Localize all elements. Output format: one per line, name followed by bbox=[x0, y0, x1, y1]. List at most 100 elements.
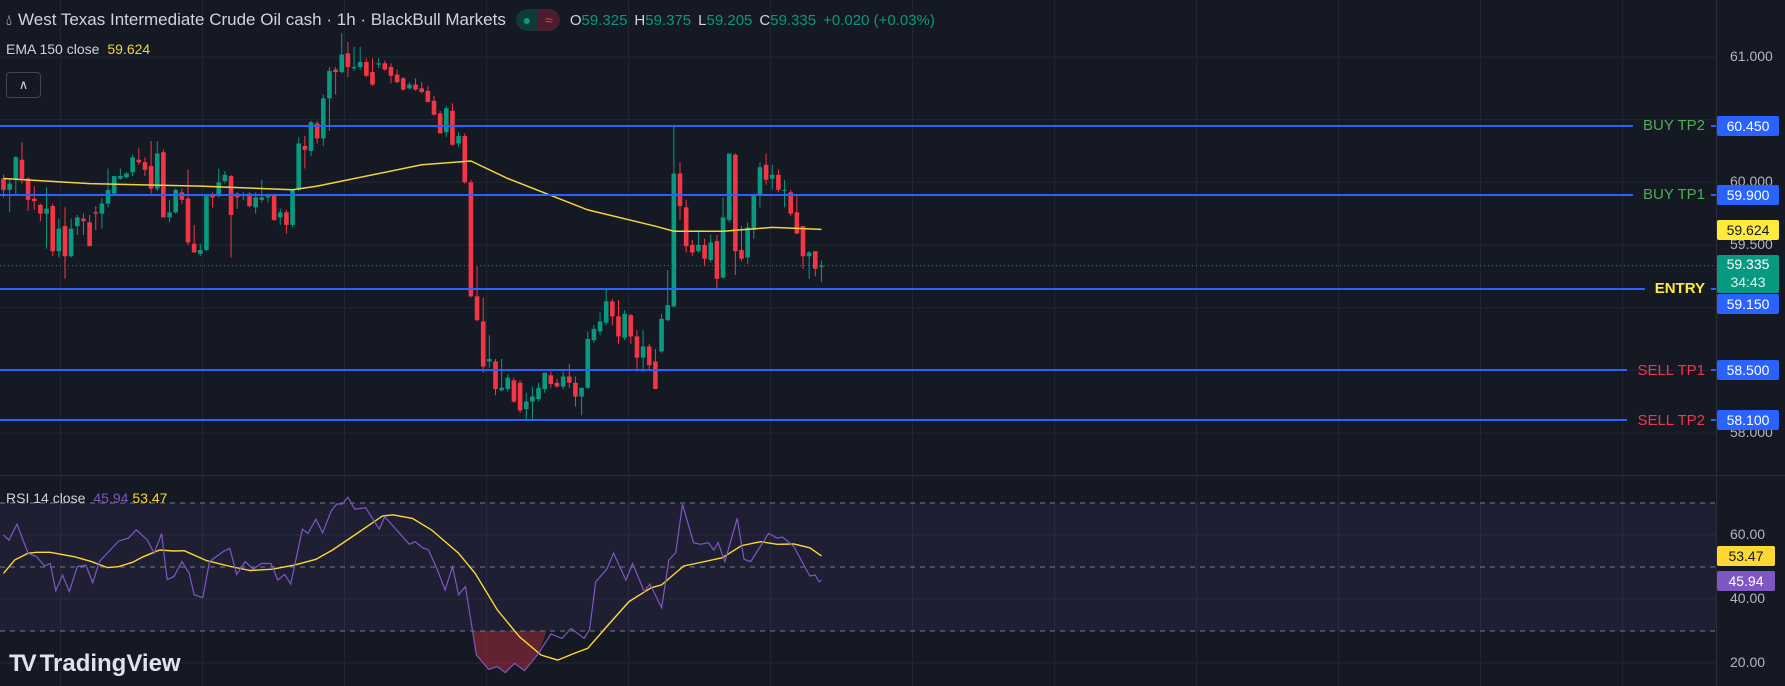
candle bbox=[400, 77, 406, 91]
candle bbox=[720, 197, 726, 279]
chart-header: 💧︎ West Texas Intermediate Crude Oil cas… bbox=[6, 9, 935, 31]
candle-body bbox=[333, 69, 338, 73]
level-line[interactable] bbox=[0, 124, 1634, 127]
candle-body bbox=[191, 243, 197, 253]
candle-body bbox=[308, 122, 314, 151]
tradingview-logo-icon: TV bbox=[9, 650, 37, 677]
candle-body bbox=[167, 212, 172, 218]
candle-body bbox=[640, 346, 646, 358]
candle-body bbox=[665, 305, 670, 321]
candle bbox=[154, 140, 160, 192]
level-buy-tp1[interactable]: BUY TP1 bbox=[0, 185, 1716, 205]
low-label: L bbox=[698, 11, 707, 29]
low-value: 59.205 bbox=[706, 11, 753, 29]
rsi-legend[interactable]: RSI 14 close 45.94 53.47 bbox=[6, 490, 167, 506]
level-line[interactable] bbox=[0, 419, 1628, 422]
candle-body bbox=[284, 212, 289, 225]
candle bbox=[333, 67, 338, 95]
candle bbox=[665, 270, 670, 322]
candle bbox=[56, 218, 62, 258]
level-line[interactable] bbox=[0, 287, 1645, 290]
candle bbox=[277, 208, 283, 225]
candle bbox=[413, 78, 418, 91]
candle bbox=[124, 172, 129, 179]
symbol-title[interactable]: West Texas Intermediate Crude Oil cash ·… bbox=[18, 10, 506, 29]
level-label: SELL TP1 bbox=[1637, 361, 1705, 379]
candle-body bbox=[493, 361, 498, 390]
close-label: C bbox=[759, 11, 771, 29]
ema150-line[interactable] bbox=[3, 160, 822, 232]
candle-body bbox=[216, 182, 222, 197]
candle-body bbox=[505, 377, 511, 390]
candle bbox=[222, 171, 228, 184]
candle-body bbox=[290, 189, 295, 225]
candle bbox=[259, 179, 265, 203]
rsi-ma-line[interactable] bbox=[2, 514, 822, 661]
candle-body bbox=[763, 164, 769, 180]
candle bbox=[640, 330, 646, 372]
candle-body bbox=[118, 176, 123, 179]
candle bbox=[726, 153, 732, 223]
rsi-line[interactable] bbox=[3, 496, 822, 674]
market-open-dot-icon: ● bbox=[515, 9, 538, 31]
candle bbox=[757, 162, 763, 208]
candle bbox=[548, 371, 554, 388]
candle bbox=[493, 358, 498, 396]
candle bbox=[659, 313, 664, 353]
candle-body bbox=[75, 217, 80, 227]
level-entry[interactable]: ENTRY bbox=[0, 279, 1716, 299]
level-buy-tp2[interactable]: BUY TP2 bbox=[0, 116, 1716, 136]
level-price-tag: 59.900 bbox=[1717, 184, 1779, 205]
candle-body bbox=[185, 198, 191, 243]
level-sell-tp1[interactable]: SELL TP1 bbox=[0, 360, 1716, 380]
candle-body bbox=[388, 67, 394, 76]
candle bbox=[634, 330, 640, 372]
candle bbox=[62, 207, 68, 279]
candle-body bbox=[302, 145, 308, 150]
candle-body bbox=[357, 62, 363, 68]
collapse-legend-button[interactable]: ∧ bbox=[6, 72, 41, 98]
candle bbox=[616, 300, 621, 344]
droplet-icon: 💧︎ bbox=[6, 11, 13, 29]
high-label: H bbox=[634, 11, 646, 29]
level-line[interactable] bbox=[0, 369, 1628, 372]
candle-body bbox=[751, 194, 757, 230]
level-line[interactable] bbox=[0, 193, 1634, 196]
candle bbox=[542, 372, 547, 393]
status-badge[interactable]: ● ≈ bbox=[515, 9, 560, 31]
candle-body bbox=[87, 222, 92, 247]
candle bbox=[794, 196, 800, 234]
candle-body bbox=[542, 372, 547, 390]
candle bbox=[819, 260, 824, 282]
candle bbox=[690, 239, 695, 257]
candle-body bbox=[345, 53, 351, 68]
candle-body bbox=[450, 110, 455, 145]
candle bbox=[456, 132, 461, 148]
rsi-axis-label: 40.00 bbox=[1730, 590, 1766, 606]
candle-body bbox=[277, 212, 283, 218]
candle bbox=[407, 82, 412, 90]
candle-body bbox=[720, 217, 726, 278]
candle-body bbox=[19, 159, 25, 179]
candle bbox=[388, 63, 394, 84]
level-connector bbox=[1711, 193, 1716, 196]
candle bbox=[511, 377, 517, 403]
candle bbox=[431, 95, 437, 116]
candle bbox=[419, 82, 424, 94]
candle bbox=[653, 348, 658, 390]
level-sell-tp2[interactable]: SELL TP2 bbox=[0, 410, 1716, 430]
candle-body bbox=[726, 153, 732, 220]
candle-body bbox=[394, 74, 400, 83]
candle-body bbox=[659, 318, 664, 352]
candle-body bbox=[247, 193, 252, 207]
ema-legend[interactable]: EMA 150 close 59.624 bbox=[6, 41, 150, 57]
candle-body bbox=[733, 154, 738, 252]
candle bbox=[813, 251, 818, 277]
candle-body bbox=[560, 376, 566, 387]
tradingview-logo[interactable]: TV TradingView bbox=[9, 650, 181, 678]
candle-body bbox=[142, 162, 148, 170]
candle bbox=[204, 196, 209, 252]
candle-body bbox=[1, 178, 6, 190]
candle-body bbox=[480, 321, 486, 367]
